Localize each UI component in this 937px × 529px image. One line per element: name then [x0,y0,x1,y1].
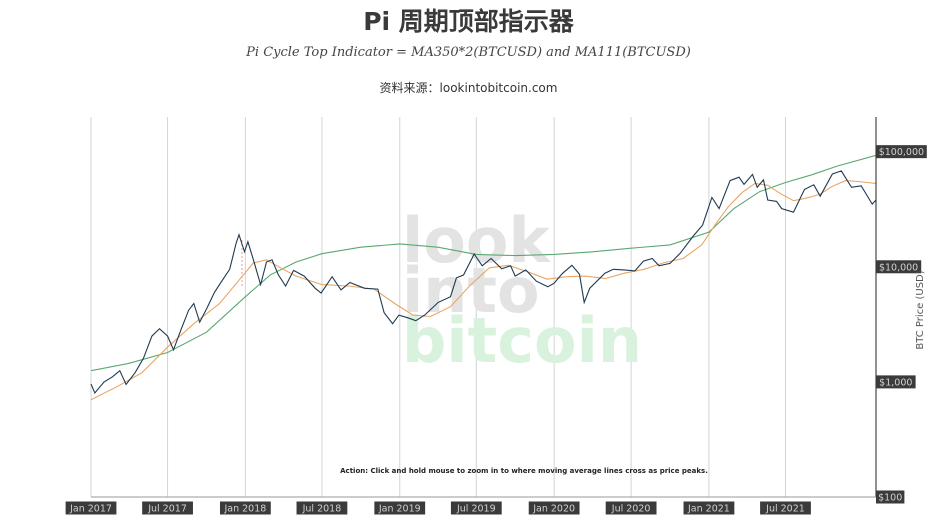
x-tick-label-8-bg [683,501,735,515]
x-tick-label-9-bg [760,501,811,515]
y-axis-labels: $100 $1,000 $10,000 $100,000 [876,145,927,504]
x-tick-label-6: Jan 2020 [528,501,580,515]
x-tick-label-9-text: Jul 2021 [765,504,805,515]
x-tick-label-7-bg [605,501,657,515]
x-tick-label-8: Jan 2021 [683,501,735,515]
x-tick-label-7: Jul 2020 [605,501,657,515]
x-tick-label-6-bg [528,501,580,515]
x-tick-label-3-text: Jul 2018 [302,504,342,515]
x-tick-label-5-bg [450,501,502,515]
x-tick-label-3: Jul 2018 [296,501,348,515]
y-tick-label-0-text: $100 [878,493,902,504]
gridlines [90,117,786,497]
x-tick-label-1: Jul 2017 [142,501,193,515]
x-tick-label-3-bg [296,501,348,515]
y-tick-label-3: $100,000 [876,145,927,159]
chart-formula: Pi Cycle Top Indicator = MA350*2(BTCUSD)… [246,45,691,60]
x-tick-label-1-bg [142,501,193,515]
x-tick-label-5: Jul 2019 [450,501,502,515]
x-tick-label-5-text: Jul 2019 [456,504,496,515]
x-tick-label-2-text: Jan 2018 [223,504,266,515]
y-tick-label-3-text: $100,000 [879,147,924,158]
series-price-line [90,170,877,395]
x-tick-label-6-text: Jan 2020 [532,504,575,515]
watermark-bitcoin: bitcoin [402,304,642,377]
y-tick-label-1-bg [876,375,916,389]
y-tick-label-2-bg [876,260,922,274]
x-tick-label-0-bg [65,501,117,515]
y-tick-label-0: $100 [876,490,905,504]
x-tick-label-4-text: Jan 2019 [378,504,421,515]
chart-annotation: Action: Click and hold mouse to zoom in … [340,467,708,475]
x-tick-label-0-text: Jan 2017 [69,504,112,515]
x-tick-label-9: Jul 2021 [760,501,811,515]
x-tick-label-7-text: Jul 2020 [611,504,651,515]
series-ma111-line [90,180,877,401]
series-ma350x2-line [90,154,877,372]
x-tick-label-4: Jan 2019 [374,501,426,515]
x-tick-label-2: Jan 2018 [219,501,271,515]
data-source: 资料来源：lookintobitcoin.com [379,81,558,95]
y-tick-label-3-bg [876,145,927,159]
y-tick-label-0-bg [876,490,905,504]
y-tick-label-2-text: $10,000 [879,262,918,273]
y-tick-label-2: $10,000 [876,260,922,274]
y-tick-label-1-text: $1,000 [879,377,912,388]
y-tick-label-1: $1,000 [876,375,916,389]
x-axis-labels: Jan 2017 Jul 2017 Jan 2018 Jul 2018 Jan 2019… [65,501,811,515]
watermark-look: look [402,204,551,277]
x-tick-label-2-bg [219,501,271,515]
watermark: look into bitcoin [402,204,642,377]
x-tick-label-0: Jan 2017 [65,501,117,515]
chart-title: Pi 周期顶部指示器 [363,7,574,36]
x-tick-label-4-bg [374,501,426,515]
x-tick-label-8-text: Jan 2021 [687,504,730,515]
y-axis-title: BTC Price (USD) [915,270,926,349]
x-tick-label-1-text: Jul 2017 [147,504,187,515]
